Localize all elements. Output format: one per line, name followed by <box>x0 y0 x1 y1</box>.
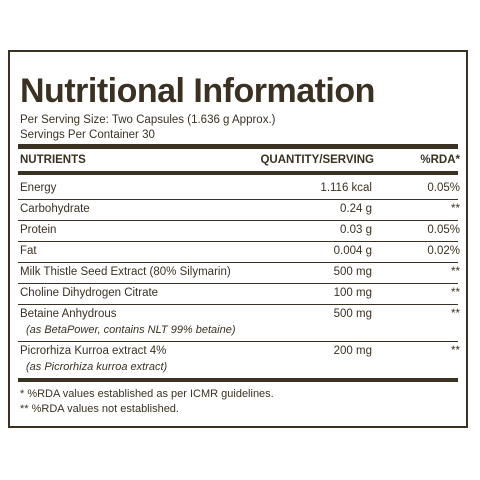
divider <box>18 304 458 305</box>
divider <box>18 171 458 175</box>
nutrition-panel: Nutritional Information Per Serving Size… <box>8 50 468 428</box>
quantity: 200 mg <box>333 345 372 357</box>
quantity: 100 mg <box>333 287 372 299</box>
quantity: 500 mg <box>333 308 372 320</box>
divider <box>18 199 458 200</box>
nutrient: Energy <box>20 182 57 194</box>
nutrient: Carbohydrate <box>20 203 90 215</box>
nutrient: Picrorhiza Kurroa extract 4% <box>20 345 167 357</box>
divider <box>18 378 458 382</box>
rda: ** <box>451 308 460 320</box>
servings: Servings Per Container 30 <box>20 129 155 141</box>
rda: 0.02% <box>427 245 460 257</box>
column-header: QUANTITY/SERVING <box>260 154 374 166</box>
nutrient: Protein <box>20 224 57 236</box>
rda: ** <box>451 287 460 299</box>
quantity: 1.116 kcal <box>320 182 372 194</box>
column-header: %RDA* <box>420 154 460 166</box>
nutrient-note: (as Picrorhiza kurroa extract) <box>26 361 168 373</box>
quantity: 0.03 g <box>340 224 372 236</box>
divider <box>18 220 458 221</box>
divider <box>18 262 458 263</box>
divider <box>18 144 458 149</box>
column-header: NUTRIENTS <box>20 154 86 166</box>
nutrient-note: (as BetaPower, contains NLT 99% betaine) <box>26 324 236 336</box>
divider <box>18 241 458 242</box>
footnote: * %RDA values established as per ICMR gu… <box>20 388 274 400</box>
nutrient: Fat <box>20 245 37 257</box>
quantity: 0.24 g <box>340 203 372 215</box>
serving-size: Per Serving Size: Two Capsules (1.636 g … <box>20 114 276 126</box>
nutrient: Choline Dihydrogen Citrate <box>20 287 159 299</box>
nutrient: Milk Thistle Seed Extract (80% Silymarin… <box>20 266 231 278</box>
rda: ** <box>451 345 460 357</box>
rda: 0.05% <box>427 224 460 236</box>
footnote: ** %RDA values not established. <box>20 403 179 415</box>
divider <box>18 341 458 342</box>
title: Nutritional Information <box>20 72 375 110</box>
nutrient: Betaine Anhydrous <box>20 308 117 320</box>
rda: 0.05% <box>427 182 460 194</box>
quantity: 500 mg <box>333 266 372 278</box>
divider <box>18 283 458 284</box>
rda: ** <box>451 266 460 278</box>
rda: ** <box>451 203 460 215</box>
quantity: 0.004 g <box>333 245 372 257</box>
